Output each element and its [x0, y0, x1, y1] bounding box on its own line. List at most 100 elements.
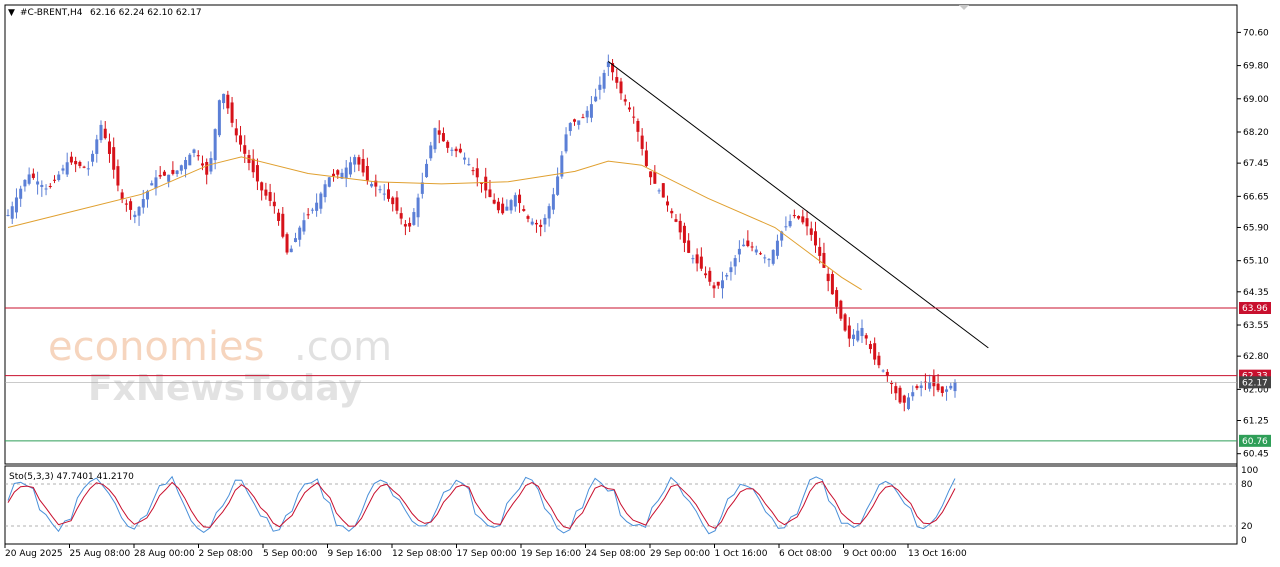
candle-bull [150, 183, 154, 186]
candle-bull [302, 220, 306, 232]
candle-bull [6, 215, 10, 217]
candle-bull [348, 162, 352, 175]
y-tick-label: 64.35 [1243, 288, 1269, 298]
candle-bull [175, 170, 179, 174]
candle-bull [27, 174, 31, 184]
candle-bear [501, 203, 505, 214]
candle-bear [636, 120, 640, 132]
y-tick-label: 68.20 [1243, 128, 1269, 138]
candle-bull [556, 176, 560, 195]
candle-bear [615, 77, 619, 83]
candle-bear [678, 220, 682, 233]
candle-bull [167, 174, 171, 182]
candle-bear [107, 141, 111, 154]
candle-bear [818, 246, 822, 256]
candle-bear [835, 290, 839, 307]
candle-bull [577, 120, 581, 125]
candle-bull [463, 157, 467, 160]
candle-bear [873, 343, 877, 360]
level-tag-label: 62.17 [1242, 378, 1268, 388]
candle-bear [716, 281, 720, 286]
y-tick-label: 65.90 [1243, 223, 1269, 233]
candle-bear [124, 203, 128, 205]
candle-bear [843, 314, 847, 331]
level-tag [1239, 434, 1271, 447]
candle-bear [682, 225, 686, 243]
candle-bear [830, 274, 834, 295]
candle-bear [932, 376, 936, 387]
candle-bull [911, 392, 915, 397]
candle-bear [847, 325, 851, 339]
candle-bear [226, 94, 230, 109]
candle-bear [894, 386, 898, 394]
candle-bull [856, 330, 860, 341]
candle-bull [425, 163, 429, 178]
candle-bear [670, 210, 674, 214]
candle-bear [573, 119, 577, 122]
candle-bull [598, 84, 602, 90]
candle-bear [868, 344, 872, 350]
candle-bull [188, 154, 192, 166]
y-tick-label: 63.55 [1243, 321, 1269, 331]
candle-bear [437, 130, 441, 135]
x-tick-label: 17 Sep 00:00 [457, 549, 517, 559]
candle-bear [518, 194, 522, 204]
candle-bear [534, 222, 538, 225]
y-tick-label: 66.65 [1243, 192, 1269, 202]
collapse-icon[interactable]: ▼ [8, 8, 15, 18]
x-tick-label: 5 Sep 00:00 [263, 549, 318, 559]
level-tag [1239, 376, 1271, 389]
candle-bear [399, 213, 403, 219]
candle-bull [742, 244, 746, 247]
candle-bear [403, 224, 407, 227]
candle-bull [184, 160, 188, 170]
candle-bull [86, 168, 90, 170]
candle-bear [78, 161, 82, 166]
candle-bear [162, 171, 166, 176]
candle-bear [386, 189, 390, 199]
candle-bull [953, 382, 957, 392]
candle-bear [82, 166, 86, 168]
candle-bull [370, 183, 374, 187]
candle-bull [784, 226, 788, 228]
candle-bear [454, 148, 458, 152]
stochastic-tick-label: 0 [1241, 536, 1247, 546]
x-tick-label: 19 Sep 16:00 [521, 549, 581, 559]
candle-bear [255, 165, 259, 182]
candle-bull [949, 385, 953, 389]
x-tick-label: 9 Sep 16:00 [328, 549, 383, 559]
candle-bear [112, 147, 116, 170]
candle-bull [881, 370, 885, 372]
candle-bull [323, 184, 327, 198]
candle-bull [594, 96, 598, 102]
candle-bear [306, 214, 310, 216]
candle-bull [10, 206, 14, 219]
chart-shift-marker[interactable] [959, 5, 969, 10]
candle-bull [40, 184, 44, 187]
candle-bear [158, 175, 162, 177]
candle-bear [243, 145, 247, 154]
candle-bear [492, 199, 496, 204]
x-tick-label: 9 Oct 00:00 [844, 549, 897, 559]
candle-bear [864, 335, 868, 339]
candle-bear [458, 148, 462, 153]
stochastic-tick-label: 100 [1241, 466, 1258, 476]
candle-bull [564, 134, 568, 152]
candle-bull [560, 155, 564, 177]
candle-bear [120, 192, 124, 200]
moving-average-line [7, 156, 862, 291]
y-tick-label: 69.80 [1243, 62, 1269, 72]
candle-bear [805, 218, 809, 227]
candle-bull [775, 240, 779, 256]
candle-bear [171, 169, 175, 174]
y-tick-label: 62.80 [1243, 352, 1269, 362]
candle-bear [74, 160, 78, 165]
candle-bull [289, 248, 293, 253]
candle-bear [746, 240, 750, 247]
candle-bear [496, 201, 500, 211]
candle-bull [771, 249, 775, 264]
candle-bear [260, 182, 264, 191]
candle-bull [141, 199, 145, 208]
candle-bear [695, 254, 699, 264]
